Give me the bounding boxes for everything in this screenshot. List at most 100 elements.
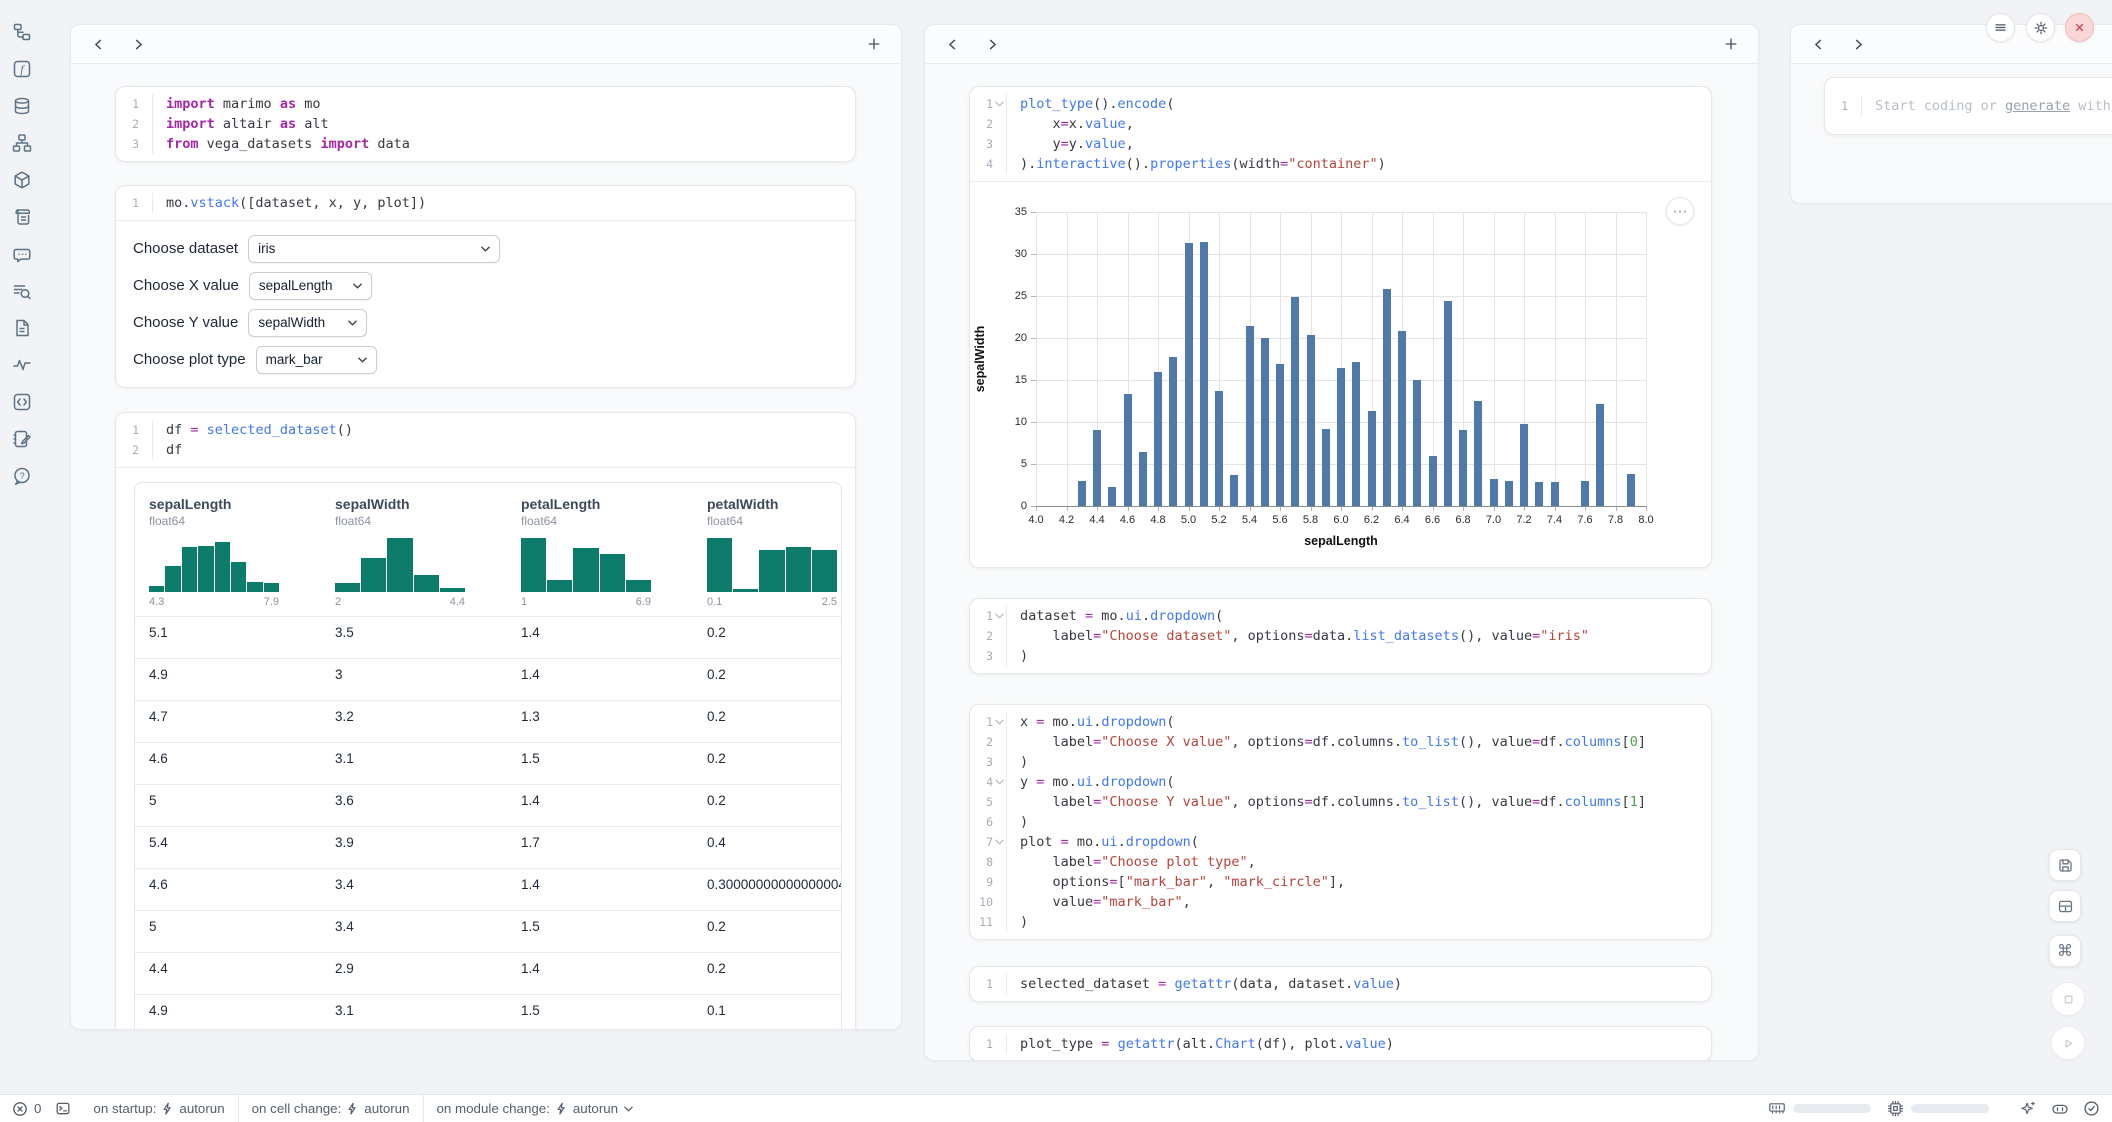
column-header-petalWidth[interactable]: petalWidthfloat640.12.5 [693, 483, 842, 616]
add-cell-icon[interactable] [861, 31, 887, 57]
line-gutter: 2 [970, 626, 1006, 646]
code-token: "Choose dataset" [1101, 628, 1231, 644]
menu-icon[interactable] [1986, 13, 2015, 42]
code-editor[interactable]: 1import marimo as mo2import altair as al… [116, 87, 855, 161]
empty-code-cell[interactable]: 1 Start coding or generate with [1824, 77, 2112, 135]
line-number: 4 [986, 154, 993, 174]
connection-status-icon[interactable] [2083, 1100, 2100, 1117]
documentation-icon[interactable] [12, 318, 32, 338]
generate-ai-link[interactable]: generate [2005, 96, 2070, 116]
line-number: 7 [986, 832, 993, 852]
x-tick-label: 6.2 [1364, 514, 1379, 526]
tracing-icon[interactable] [12, 355, 32, 375]
fold-toggle-icon[interactable] [993, 716, 1006, 728]
code-token: [ [1622, 734, 1630, 750]
logs-icon[interactable] [12, 281, 32, 301]
code-editor[interactable]: 1dataset = mo.ui.dropdown(2 label="Choos… [970, 599, 1711, 673]
code-editor[interactable]: 1plot_type = getattr(alt.Chart(df), plot… [970, 1027, 1711, 1061]
notes-icon[interactable] [12, 429, 32, 449]
chart-bar [1535, 482, 1543, 506]
variables-icon[interactable]: f [12, 59, 32, 79]
run-play-icon[interactable] [2051, 1026, 2085, 1060]
code-editor[interactable]: 1plot_type().encode(2 x=x.value,3 y=y.va… [970, 87, 1711, 181]
column-forward-icon[interactable] [1845, 31, 1871, 57]
code-editor[interactable]: 1mo.vstack([dataset, x, y, plot]) [116, 186, 855, 220]
fold-toggle-icon[interactable] [993, 98, 1006, 110]
plot-type-select[interactable]: mark_bar [256, 346, 377, 374]
x-tick-label: 4.2 [1059, 514, 1074, 526]
column-back-icon[interactable] [85, 31, 111, 57]
code-token: [ [1622, 794, 1630, 810]
on-startup-setting[interactable]: on startup: autorun [93, 1101, 224, 1116]
code-token: import [320, 136, 369, 152]
terminal-icon[interactable] [55, 1101, 71, 1116]
snippets-icon[interactable] [12, 392, 32, 412]
settings-gear-icon[interactable] [2026, 13, 2055, 42]
code-text: mo.vstack([dataset, x, y, plot]) [152, 193, 855, 213]
range-min: 0.1 [707, 596, 722, 608]
code-token: ) [1020, 754, 1028, 770]
scratchpad-icon[interactable] [12, 207, 32, 227]
copilot-icon[interactable] [2051, 1100, 2069, 1118]
fold-toggle-icon[interactable] [993, 836, 1006, 848]
x-value-select[interactable]: sepalLength [249, 272, 372, 300]
on-module-change-setting[interactable]: on module change: autorun [437, 1101, 634, 1116]
code-token: (), value [1459, 628, 1532, 644]
fold-toggle-icon[interactable] [993, 776, 1006, 788]
fold-spacer [139, 197, 152, 209]
errors-indicator[interactable]: 0 [12, 1101, 41, 1117]
column-forward-icon[interactable] [979, 31, 1005, 57]
range-max: 6.9 [636, 596, 651, 608]
code-placeholder[interactable]: Start coding or generate with [1861, 96, 2112, 116]
help-icon[interactable]: ? [12, 466, 32, 486]
stop-icon[interactable] [2051, 982, 2085, 1016]
save-icon[interactable] [2049, 849, 2081, 881]
column-histogram [707, 538, 837, 592]
line-gutter: 5 [970, 792, 1006, 812]
code-token: () [337, 422, 353, 438]
code-text: from vega_datasets import data [152, 134, 855, 154]
code-token: getattr [1174, 976, 1231, 992]
column-back-icon[interactable] [1805, 31, 1831, 57]
code-token: , [1248, 854, 1256, 870]
table-cell: 1.5 [507, 911, 693, 952]
dependency-graph-icon[interactable] [12, 133, 32, 153]
code-token: , [1126, 136, 1134, 152]
data-sources-icon[interactable] [12, 96, 32, 116]
code-editor[interactable]: 1df = selected_dataset()2df [116, 413, 855, 467]
fold-toggle-icon[interactable] [993, 610, 1006, 622]
chart-bar [1261, 338, 1269, 506]
file-explorer-icon[interactable] [12, 22, 32, 42]
keyboard-shortcuts-icon[interactable]: ⌘ [2049, 935, 2081, 967]
column-header-sepalLength[interactable]: sepalLengthfloat644.37.9 [135, 483, 321, 616]
line-gutter: 4 [970, 772, 1006, 792]
layout-grid-icon[interactable] [2049, 890, 2081, 922]
dataset-select[interactable]: iris [248, 235, 500, 263]
ai-chat-icon[interactable] [12, 244, 32, 264]
setting-value: autorun [573, 1101, 618, 1116]
code-editor[interactable]: 1selected_dataset = getattr(data, datase… [970, 967, 1711, 1001]
column-name: petalLength [521, 496, 679, 512]
code-token: ( [1215, 608, 1223, 624]
packages-icon[interactable] [12, 170, 32, 190]
column-header-petalLength[interactable]: petalLengthfloat6416.9 [507, 483, 693, 616]
line-gutter: 3 [970, 646, 1006, 666]
column-header-sepalWidth[interactable]: sepalWidthfloat6424.4 [321, 483, 507, 616]
code-line: 9 options=["mark_bar", "mark_circle"], [970, 872, 1711, 892]
line-gutter: 2 [116, 114, 152, 134]
code-token: . [1118, 834, 1126, 850]
code-token: "Choose Y value" [1101, 794, 1231, 810]
dropdown-label: Choose plot type [133, 351, 246, 368]
ai-sparkles-icon[interactable] [2019, 1100, 2037, 1118]
table-cell: 0.2 [693, 701, 842, 742]
chart-actions-button[interactable]: ⋯ [1666, 197, 1694, 225]
code-line: 11) [970, 912, 1711, 932]
add-cell-icon[interactable] [1718, 31, 1744, 57]
y-value-select[interactable]: sepalWidth [248, 309, 367, 337]
column-forward-icon[interactable] [125, 31, 151, 57]
histogram-bar [733, 589, 758, 592]
on-cell-change-setting[interactable]: on cell change: autorun [252, 1101, 410, 1116]
code-editor[interactable]: 1x = mo.ui.dropdown(2 label="Choose X va… [970, 705, 1711, 939]
shutdown-close-icon[interactable] [2065, 13, 2094, 42]
column-back-icon[interactable] [939, 31, 965, 57]
